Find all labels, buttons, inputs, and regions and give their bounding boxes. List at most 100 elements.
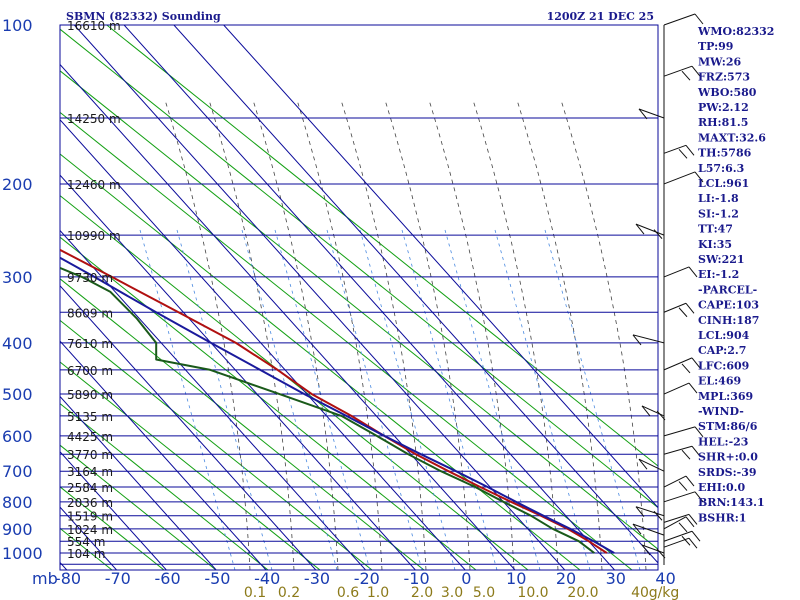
barb-feather <box>678 307 688 318</box>
barb-staff <box>663 382 690 395</box>
barb-feather <box>641 544 651 556</box>
mixing-ratio-line <box>139 229 236 570</box>
barb-feather <box>681 449 691 460</box>
height-label: 6700 m <box>67 364 113 378</box>
pressure-tick: 900 <box>2 520 33 539</box>
temperature-tick: -40 <box>254 569 280 588</box>
barb-feather <box>691 445 701 457</box>
dry-adiabat <box>60 111 633 570</box>
height-label: 104 m <box>67 547 105 561</box>
mixing-ratio-label: 3.0 <box>441 585 463 600</box>
wind-barb <box>663 516 695 533</box>
dry-adiabat <box>60 194 529 570</box>
wind-barb <box>663 382 698 395</box>
barb-feather <box>685 516 695 528</box>
barb-staff <box>638 108 665 119</box>
mixing-ratio-label: 2.0 <box>411 585 433 600</box>
wind-barb <box>663 266 698 278</box>
barb-staff <box>663 357 693 371</box>
temperature-tick: 30 <box>606 569 626 588</box>
mixing-ratio-line <box>544 229 641 570</box>
barb-staff <box>663 13 696 26</box>
dry-adiabat <box>60 402 269 570</box>
temperature-unit: mb <box>32 569 58 588</box>
mixing-ratio-line <box>326 229 423 570</box>
barb-feather <box>681 535 691 546</box>
mixing-ratio-label: 1.0 <box>367 585 389 600</box>
chart-title: SBMN (82332) Sounding <box>66 10 221 23</box>
barb-feather <box>635 223 645 235</box>
height-label: 9730 m <box>67 271 113 285</box>
barb-feather <box>638 108 648 120</box>
height-label: 2584 m <box>67 481 113 495</box>
mixing-ratio-label: g/kg <box>649 585 680 600</box>
pressure-tick: 400 <box>2 334 33 353</box>
height-label: 5135 m <box>67 410 113 424</box>
pressure-tick: 300 <box>2 268 33 287</box>
wind-barb <box>635 506 665 521</box>
height-label: 554 m <box>67 535 105 549</box>
barb-staff <box>635 223 665 236</box>
mixing-ratio-line <box>359 229 456 570</box>
barb-feather <box>638 458 648 470</box>
index-item: CAPE:103 <box>698 299 759 312</box>
index-item: EL:469 <box>698 375 741 388</box>
pressure-tick: 800 <box>2 493 33 512</box>
index-item: CINH:187 <box>698 314 759 327</box>
temperature-line <box>60 248 608 554</box>
barb-staff <box>663 513 690 523</box>
index-item: KI:35 <box>698 238 732 251</box>
temperature-tick: 0 <box>461 569 471 588</box>
isotherm <box>60 174 416 570</box>
index-item: BRN:143.1 <box>698 496 765 509</box>
pressure-tick: 100 <box>2 16 33 35</box>
barb-staff <box>632 334 665 344</box>
barb-staff <box>663 530 693 542</box>
wind-barb <box>632 523 665 536</box>
temperature-tick: -10 <box>404 569 430 588</box>
barb-feather <box>653 510 663 521</box>
temperature-tick: -30 <box>304 569 330 588</box>
dry-adiabat <box>60 319 373 570</box>
mixing-ratio-label: 0.6 <box>337 585 359 600</box>
barb-feather <box>635 506 645 518</box>
temperature-tick-labels: mb-80 -70 -60 -50 -40 -30 -20 -10 0 10 20 30 40 <box>32 569 676 588</box>
index-item: MPL:369 <box>698 390 753 403</box>
dry-adiabat <box>60 361 321 570</box>
index-item: TP:99 <box>698 40 733 53</box>
mixing-ratio-line <box>176 229 273 570</box>
dewpoint-line <box>60 266 595 554</box>
plot-frame <box>59 24 659 571</box>
isotherm <box>60 451 167 570</box>
index-item: -PARCEL- <box>698 283 757 296</box>
barb-feather <box>691 65 701 77</box>
parcel-line <box>60 256 615 554</box>
indices-panel: WMO:82332 TP:99 MW:26 FRZ:573 WBO:580 PW:2.12… <box>697 25 774 524</box>
barb-staff <box>663 475 687 488</box>
wind-barb <box>663 171 704 185</box>
height-label: 5890 m <box>67 388 113 402</box>
index-item: TH:5786 <box>698 147 752 160</box>
isotherm <box>60 285 317 570</box>
chart-timestamp: 1200Z 21 DEC 25 <box>547 10 654 23</box>
mixing-ratio-label: 0.1 <box>244 585 266 600</box>
barb-staff <box>663 426 696 437</box>
barb-feather <box>688 514 698 525</box>
barb-feather <box>681 70 691 81</box>
height-label: 3770 m <box>67 448 113 462</box>
wind-barb <box>632 334 665 346</box>
dry-adiabat <box>60 28 658 509</box>
isobar-lines <box>59 24 659 571</box>
dry-adiabat <box>60 236 477 570</box>
index-item: LCL:904 <box>698 329 750 342</box>
barb-feather <box>632 334 642 346</box>
barb-feather <box>678 148 688 159</box>
dry-adiabat-lines <box>60 25 658 570</box>
temperature-tick: -70 <box>105 569 131 588</box>
barb-feather <box>694 491 704 503</box>
wind-barb <box>663 530 701 546</box>
barb-staff <box>638 458 665 472</box>
barb-feather <box>678 522 688 533</box>
pressure-tick: 1000 <box>2 544 43 563</box>
wind-barb <box>635 223 665 239</box>
